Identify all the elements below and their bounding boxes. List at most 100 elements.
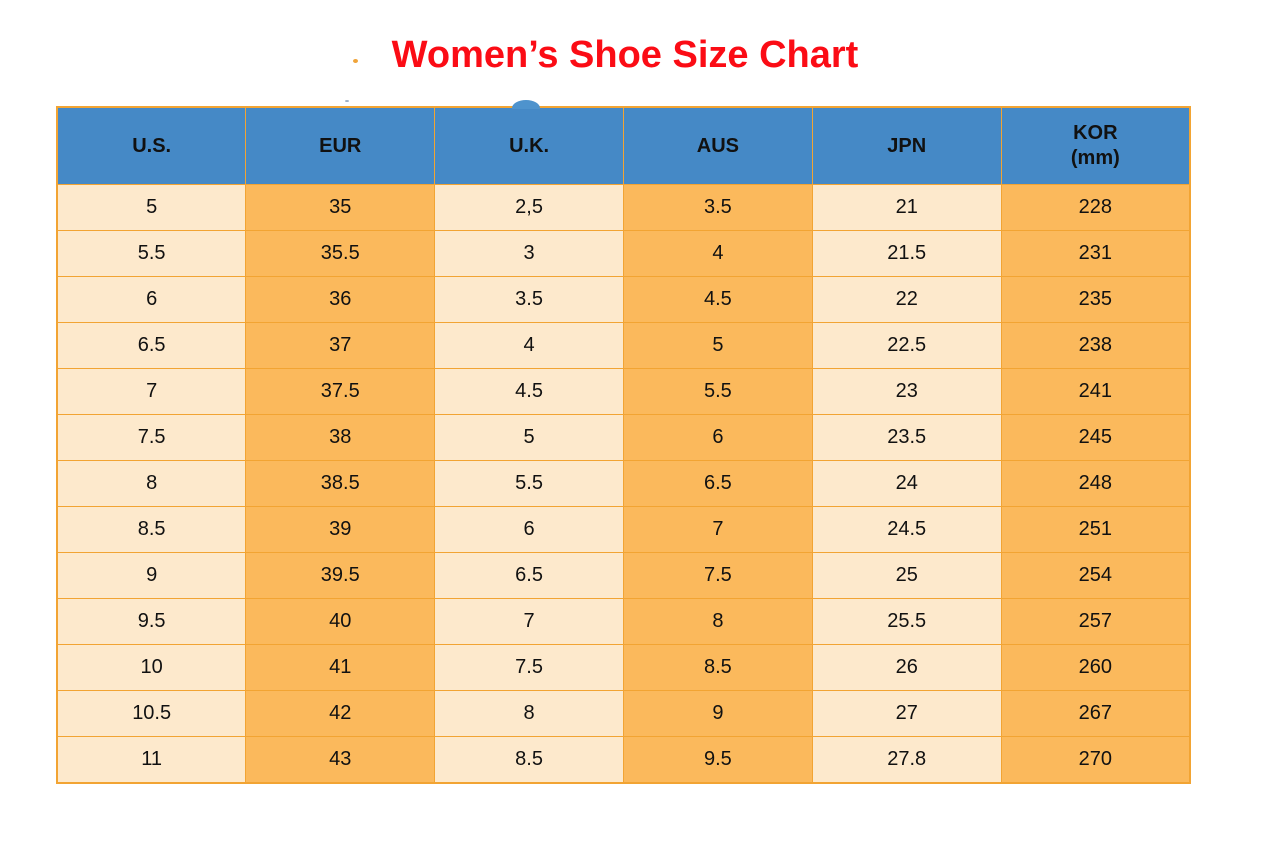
cell-uk: 6.5 (434, 552, 624, 599)
table-row: 5 35 2,5 3.5 21 228 (56, 184, 1191, 231)
cell-kor: 257 (1000, 598, 1191, 645)
cell-eur: 37.5 (245, 368, 436, 415)
cell-aus: 5.5 (622, 368, 813, 415)
cell-kor: 245 (1000, 414, 1191, 461)
cell-aus: 6.5 (622, 460, 813, 507)
cell-uk: 4 (434, 322, 624, 369)
header-label: U.S. (132, 134, 172, 157)
cell-aus: 4 (622, 230, 813, 277)
header-cell-kor: KOR (mm) (1000, 106, 1191, 185)
cell-uk: 5 (434, 414, 624, 461)
header-label: EUR (319, 134, 362, 157)
cell-us: 10.5 (56, 690, 247, 737)
cell-kor: 254 (1000, 552, 1191, 599)
page-title: Women’s Shoe Size Chart (391, 34, 859, 76)
cell-uk: 8 (434, 690, 624, 737)
cell-aus: 8 (622, 598, 813, 645)
artifact-dot-above-table (345, 100, 349, 102)
cell-kor: 228 (1000, 184, 1191, 231)
table-header-row: U.S. EUR U.K. AUS JPN KOR (mm) (56, 106, 1191, 185)
table-row: 8.5 39 6 7 24.5 251 (56, 506, 1191, 553)
cell-uk: 6 (434, 506, 624, 553)
cell-kor: 270 (1000, 736, 1191, 784)
cell-kor: 235 (1000, 276, 1191, 323)
shoe-size-table: U.S. EUR U.K. AUS JPN KOR (mm) 5 35 2,5 3… (56, 106, 1191, 784)
cell-uk: 7.5 (434, 644, 624, 691)
cell-jpn: 21 (811, 184, 1002, 231)
cell-jpn: 22.5 (811, 322, 1002, 369)
cell-eur: 43 (245, 736, 436, 784)
table-row: 5.5 35.5 3 4 21.5 231 (56, 230, 1191, 277)
cell-eur: 38 (245, 414, 436, 461)
cell-us: 6 (56, 276, 247, 323)
table-row: 9.5 40 7 8 25.5 257 (56, 598, 1191, 645)
cell-eur: 35.5 (245, 230, 436, 277)
header-cell-us: U.S. (56, 106, 247, 185)
cell-uk: 8.5 (434, 736, 624, 784)
cell-jpn: 21.5 (811, 230, 1002, 277)
cell-us: 7 (56, 368, 247, 415)
cell-eur: 37 (245, 322, 436, 369)
cell-eur: 35 (245, 184, 436, 231)
cell-jpn: 22 (811, 276, 1002, 323)
table-header: U.S. EUR U.K. AUS JPN KOR (mm) (56, 106, 1191, 185)
header-cell-eur: EUR (245, 106, 436, 185)
header-label: AUS (696, 134, 740, 157)
cell-jpn: 26 (811, 644, 1002, 691)
cell-aus: 4.5 (622, 276, 813, 323)
cell-jpn: 27 (811, 690, 1002, 737)
cell-jpn: 25.5 (811, 598, 1002, 645)
table-row: 7 37.5 4.5 5.5 23 241 (56, 368, 1191, 415)
cell-uk: 4.5 (434, 368, 624, 415)
cell-uk: 5.5 (434, 460, 624, 507)
artifact-header-top-notch (512, 100, 540, 109)
cell-uk: 7 (434, 598, 624, 645)
cell-kor: 251 (1000, 506, 1191, 553)
table-row: 7.5 38 5 6 23.5 245 (56, 414, 1191, 461)
cell-kor: 241 (1000, 368, 1191, 415)
cell-us: 11 (56, 736, 247, 784)
cell-jpn: 24 (811, 460, 1002, 507)
cell-us: 8 (56, 460, 247, 507)
cell-uk: 2,5 (434, 184, 624, 231)
cell-us: 10 (56, 644, 247, 691)
cell-uk: 3 (434, 230, 624, 277)
cell-jpn: 23 (811, 368, 1002, 415)
cell-us: 5 (56, 184, 247, 231)
cell-eur: 36 (245, 276, 436, 323)
header-label: U.K. (509, 134, 550, 157)
cell-us: 9 (56, 552, 247, 599)
cell-us: 9.5 (56, 598, 247, 645)
cell-kor: 267 (1000, 690, 1191, 737)
table-row: 10 41 7.5 8.5 26 260 (56, 644, 1191, 691)
cell-kor: 248 (1000, 460, 1191, 507)
cell-aus: 9.5 (622, 736, 813, 784)
header-cell-jpn: JPN (811, 106, 1002, 185)
cell-jpn: 25 (811, 552, 1002, 599)
cell-jpn: 23.5 (811, 414, 1002, 461)
header-label: JPN (887, 134, 927, 157)
cell-aus: 8.5 (622, 644, 813, 691)
cell-aus: 5 (622, 322, 813, 369)
cell-uk: 3.5 (434, 276, 624, 323)
header-cell-uk: U.K. (434, 106, 624, 185)
cell-jpn: 27.8 (811, 736, 1002, 784)
table-row: 10.5 42 8 9 27 267 (56, 690, 1191, 737)
cell-us: 6.5 (56, 322, 247, 369)
cell-eur: 42 (245, 690, 436, 737)
cell-aus: 3.5 (622, 184, 813, 231)
cell-aus: 6 (622, 414, 813, 461)
header-cell-aus: AUS (622, 106, 813, 185)
cell-kor: 231 (1000, 230, 1191, 277)
cell-us: 8.5 (56, 506, 247, 553)
table-body: 5 35 2,5 3.5 21 228 5.5 35.5 3 4 21.5 23… (56, 184, 1191, 784)
header-label: KOR (1073, 122, 1118, 144)
cell-kor: 260 (1000, 644, 1191, 691)
cell-aus: 9 (622, 690, 813, 737)
table-row: 9 39.5 6.5 7.5 25 254 (56, 552, 1191, 599)
cell-eur: 38.5 (245, 460, 436, 507)
table-row: 6.5 37 4 5 22.5 238 (56, 322, 1191, 369)
header-sublabel: (mm) (1070, 147, 1120, 169)
cell-kor: 238 (1000, 322, 1191, 369)
